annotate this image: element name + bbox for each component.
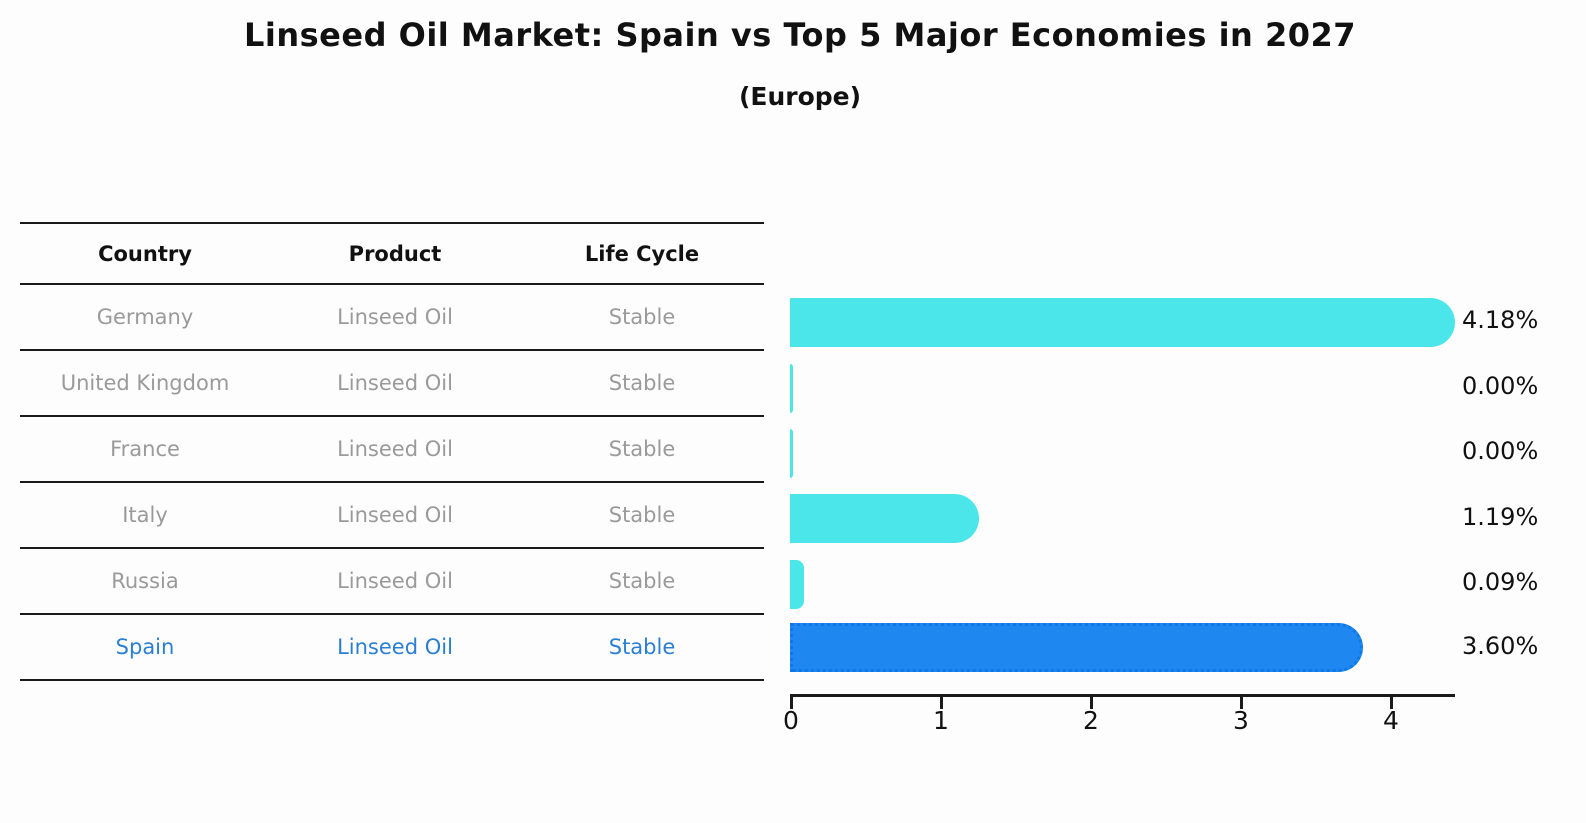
table-row-spain-highlighted: Spain Linseed Oil Stable	[20, 615, 764, 681]
table-cell-country: Russia	[111, 569, 179, 593]
bar-spain-highlighted	[790, 623, 1363, 672]
table-row: France Linseed Oil Stable	[20, 417, 764, 483]
table-cell-product: Linseed Oil	[337, 305, 453, 329]
x-axis-line	[790, 694, 1455, 697]
table-cell-life-cycle: Stable	[608, 437, 676, 461]
table-cell-country: Spain	[115, 635, 175, 659]
x-tick-mark	[1390, 697, 1393, 709]
value-label-russia: 0.09%	[1462, 568, 1539, 596]
value-label-spain: 3.60%	[1462, 632, 1539, 660]
table-cell-country: France	[110, 437, 180, 461]
table-header-row: Country Product Life Cycle	[20, 222, 764, 285]
x-tick-mark	[940, 697, 943, 709]
table-cell-country: United Kingdom	[60, 371, 230, 395]
value-label-italy: 1.19%	[1462, 503, 1539, 531]
bar-russia	[790, 560, 804, 609]
table-row: Germany Linseed Oil Stable	[20, 285, 764, 351]
table-cell-product: Linseed Oil	[337, 437, 453, 461]
table-cell-product: Linseed Oil	[337, 635, 453, 659]
bar-germany	[790, 298, 1455, 347]
table-cell-product: Linseed Oil	[337, 569, 453, 593]
bar-france	[790, 429, 793, 478]
table-row: Italy Linseed Oil Stable	[20, 483, 764, 549]
table-header-product: Product	[348, 241, 442, 266]
table-cell-country: Germany	[96, 305, 194, 329]
x-tick-mark	[1240, 697, 1243, 709]
table-cell-product: Linseed Oil	[337, 503, 453, 527]
table-cell-life-cycle: Stable	[608, 503, 676, 527]
table-cell-life-cycle: Stable	[608, 371, 676, 395]
x-tick-label: 2	[1083, 706, 1099, 735]
table-cell-life-cycle: Stable	[608, 635, 676, 659]
table-row: United Kingdom Linseed Oil Stable	[20, 351, 764, 417]
table-cell-life-cycle: Stable	[608, 305, 676, 329]
bar-united-kingdom	[790, 364, 793, 413]
x-tick-label: 0	[783, 706, 799, 735]
table-row: Russia Linseed Oil Stable	[20, 549, 764, 615]
x-tick-mark	[790, 697, 793, 709]
bar-italy	[790, 494, 979, 543]
x-tick-label: 1	[933, 706, 949, 735]
x-tick-mark	[1090, 697, 1093, 709]
table-cell-country: Italy	[122, 503, 168, 527]
chart-subtitle: (Europe)	[738, 82, 862, 111]
data-table: Country Product Life Cycle Germany Linse…	[20, 222, 764, 681]
value-label-united-kingdom: 0.00%	[1462, 372, 1539, 400]
table-header-life-cycle: Life Cycle	[584, 241, 700, 266]
table-cell-life-cycle: Stable	[608, 569, 676, 593]
value-label-france: 0.00%	[1462, 437, 1539, 465]
table-header-country: Country	[98, 241, 192, 266]
x-tick-label: 3	[1233, 706, 1249, 735]
chart-title: Linseed Oil Market: Spain vs Top 5 Major…	[243, 16, 1357, 54]
value-label-germany: 4.18%	[1462, 306, 1539, 334]
x-tick-label: 4	[1383, 706, 1399, 735]
table-cell-product: Linseed Oil	[337, 371, 453, 395]
